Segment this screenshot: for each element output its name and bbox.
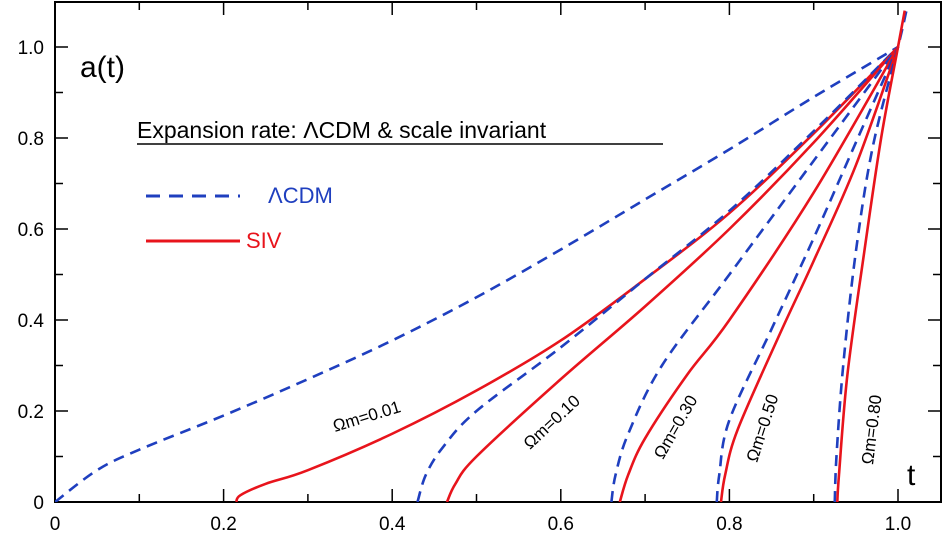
y-axis-label: a(t): [80, 51, 125, 84]
annotation-omega-001: Ωm=0.01: [331, 397, 403, 436]
tick-labels: 0 0.2 0.4 0.6 0.8 1.0 0 0.2 0.4 0.6 0.8 1.0: [18, 38, 912, 535]
series-siv-omega-001: [235, 46, 899, 502]
x-tick-label: 0.2: [210, 514, 236, 535]
series-siv-omega-030: [618, 46, 900, 502]
legend: ΛCDM SIV: [146, 183, 333, 253]
x-tick-label: 1.0: [885, 514, 911, 535]
x-axis-label: t: [907, 459, 916, 492]
legend-label-lcdm: ΛCDM: [268, 183, 333, 208]
y-tick-label: 1.0: [18, 38, 44, 59]
x-tick-label: 0: [50, 514, 61, 535]
curve-annotations: Ωm=0.01 Ωm=0.10 Ωm=0.30 Ωm=0.50 Ωm=0.80: [331, 391, 886, 465]
series-lcdm-omega-010: [416, 46, 899, 502]
chart-title: Expansion rate: ΛCDM & scale invariant: [137, 117, 547, 143]
x-tick-label: 0.6: [548, 514, 574, 535]
y-tick-label: 0.2: [18, 402, 44, 423]
plot-frame: [54, 1, 942, 503]
y-tick-label: 0.4: [18, 311, 45, 332]
axis-ticks: [54, 2, 941, 503]
series-lcdm-omega-001: [55, 45, 899, 502]
annotation-omega-010: Ωm=0.10: [520, 391, 584, 453]
legend-label-siv: SIV: [246, 228, 282, 253]
annotation-omega-080: Ωm=0.80: [858, 394, 885, 466]
series-siv-omega-080: [836, 10, 907, 502]
x-tick-label: 0.4: [379, 514, 406, 535]
annotation-omega-030: Ωm=0.30: [650, 392, 701, 462]
y-tick-label: 0.8: [18, 129, 44, 150]
series-layer: [55, 10, 908, 502]
y-tick-label: 0.6: [18, 220, 44, 241]
series-lcdm-omega-050: [715, 46, 900, 502]
series-siv-omega-050: [719, 46, 900, 502]
series-lcdm-omega-030: [610, 46, 900, 502]
y-tick-label: 0: [33, 493, 44, 514]
series-siv-omega-010: [445, 46, 899, 502]
x-tick-label: 0.8: [716, 514, 742, 535]
